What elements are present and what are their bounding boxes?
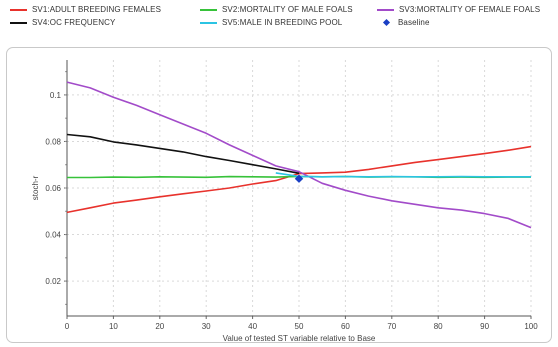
legend-label-sv1: SV1:ADULT BREEDING FEMALES (32, 5, 162, 14)
x-tick-label: 40 (248, 322, 257, 331)
x-tick-label: 90 (480, 322, 489, 331)
x-tick-label: 50 (295, 322, 304, 331)
y-tick-label: 0.04 (45, 231, 61, 240)
x-axis-title: Value of tested ST variable relative to … (223, 334, 376, 343)
legend-item-sv2: SV2:MORTALITY OF MALE FOALS (200, 5, 353, 14)
x-tick-label: 60 (341, 322, 350, 331)
x-tick-label: 20 (155, 322, 164, 331)
x-tick-label: 0 (65, 322, 70, 331)
y-tick-label: 0.02 (45, 277, 61, 286)
legend-label-sv2: SV2:MORTALITY OF MALE FOALS (222, 5, 353, 14)
legend-item-sv4: SV4:OC FREQUENCY (10, 18, 115, 27)
series-line-sv4 (66, 133, 300, 175)
legend-label-sv4: SV4:OC FREQUENCY (32, 18, 116, 27)
legend-item-sv5: SV5:MALE IN BREEDING POOL (200, 18, 342, 27)
legend-swatch-sv3 (377, 8, 394, 11)
legend-swatch-sv5 (200, 21, 217, 24)
series-line-sv5 (275, 172, 531, 178)
x-tick-label: 80 (434, 322, 443, 331)
x-tick-label: 100 (524, 322, 538, 331)
legend-item-baseline: Baseline (377, 18, 430, 27)
y-axis-title: stoch-r (31, 175, 40, 200)
legend-label-sv3: SV3:MORTALITY OF FEMALE FOALS (399, 5, 541, 14)
legend-item-sv1: SV1:ADULT BREEDING FEMALES (10, 5, 161, 14)
baseline-marker (294, 174, 304, 183)
chart-legend: SV1:ADULT BREEDING FEMALES SV2:MORTALITY… (0, 0, 558, 40)
x-tick-label: 10 (109, 322, 118, 331)
y-tick-label: 0.1 (50, 91, 62, 100)
x-tick-label: 70 (387, 322, 396, 331)
legend-label-sv5: SV5:MALE IN BREEDING POOL (222, 18, 343, 27)
legend-swatch-sv1 (10, 8, 27, 11)
legend-label-baseline: Baseline (398, 18, 430, 27)
legend-item-sv3: SV3:MORTALITY OF FEMALE FOALS (377, 5, 540, 14)
x-tick-label: 30 (202, 322, 211, 331)
series-line-sv3 (66, 81, 532, 229)
series-line-sv1 (66, 145, 532, 214)
y-tick-label: 0.06 (45, 184, 61, 193)
legend-swatch-sv4 (10, 21, 27, 24)
y-tick-label: 0.08 (45, 137, 61, 146)
legend-swatch-sv2 (200, 8, 217, 11)
chart-panel (6, 47, 552, 343)
